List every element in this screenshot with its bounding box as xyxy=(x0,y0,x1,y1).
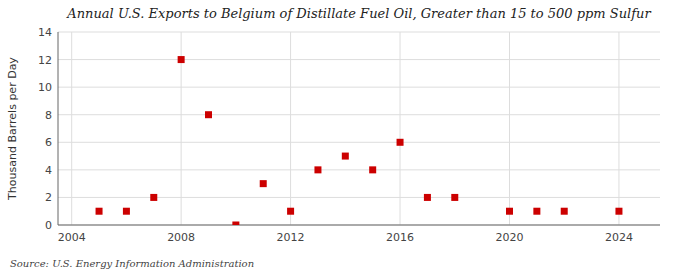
point xyxy=(369,166,376,173)
x-tick-label: 2008 xyxy=(167,231,195,244)
point xyxy=(533,208,540,215)
title: Annual U.S. Exports to Belgium of Distil… xyxy=(66,6,651,21)
point xyxy=(451,194,458,201)
y-tick-label: 6 xyxy=(45,136,52,149)
x-tick-label: 2012 xyxy=(277,231,305,244)
y-grid-line xyxy=(58,197,660,198)
grid xyxy=(58,32,660,225)
point xyxy=(314,166,321,173)
y-grid-line xyxy=(58,87,660,88)
point xyxy=(506,208,513,215)
point xyxy=(96,208,103,215)
point xyxy=(287,208,294,215)
x-grid-line xyxy=(71,32,72,225)
point xyxy=(178,56,185,63)
x-tick-label: 2004 xyxy=(58,231,86,244)
point xyxy=(205,111,212,118)
point xyxy=(397,139,404,146)
x-grid-line xyxy=(400,32,401,225)
x-axis-line xyxy=(58,225,660,226)
y-tick-label: 14 xyxy=(38,26,52,39)
y-tick-label: 4 xyxy=(45,164,52,177)
y-tick-label: 8 xyxy=(45,109,52,122)
source-note: Source: U.S. Energy Information Administ… xyxy=(10,258,254,269)
point xyxy=(424,194,431,201)
x-grid-line xyxy=(618,32,619,225)
y-grid-line xyxy=(58,225,660,226)
x-grid-line xyxy=(290,32,291,225)
y-axis-line xyxy=(58,32,59,225)
point xyxy=(123,208,130,215)
y-tick-label: 0 xyxy=(45,219,52,232)
point xyxy=(615,208,622,215)
y-grid-line xyxy=(58,169,660,170)
y-tick-label: 10 xyxy=(38,81,52,94)
x-tick-label: 2024 xyxy=(605,231,633,244)
chart: 0 2 4 6 8 10 12 14 2004 2008 2012 2016 2020 2024 Annua… xyxy=(0,0,675,275)
y-tick-label: 2 xyxy=(45,191,52,204)
x-tick-label: 2016 xyxy=(386,231,414,244)
point xyxy=(342,153,349,160)
point xyxy=(232,222,239,226)
y-grid-line xyxy=(58,142,660,143)
y-grid-line xyxy=(58,32,660,33)
point xyxy=(561,208,568,215)
x-tick-label: 2020 xyxy=(496,231,524,244)
y-grid-line xyxy=(58,59,660,60)
point xyxy=(260,180,267,187)
points xyxy=(96,56,623,225)
point xyxy=(150,194,157,201)
y-grid-line xyxy=(58,114,660,115)
x-grid-line xyxy=(509,32,510,225)
y-axis-label: Thousand Barrels per Day xyxy=(6,57,19,201)
y-tick-label: 12 xyxy=(38,54,52,67)
